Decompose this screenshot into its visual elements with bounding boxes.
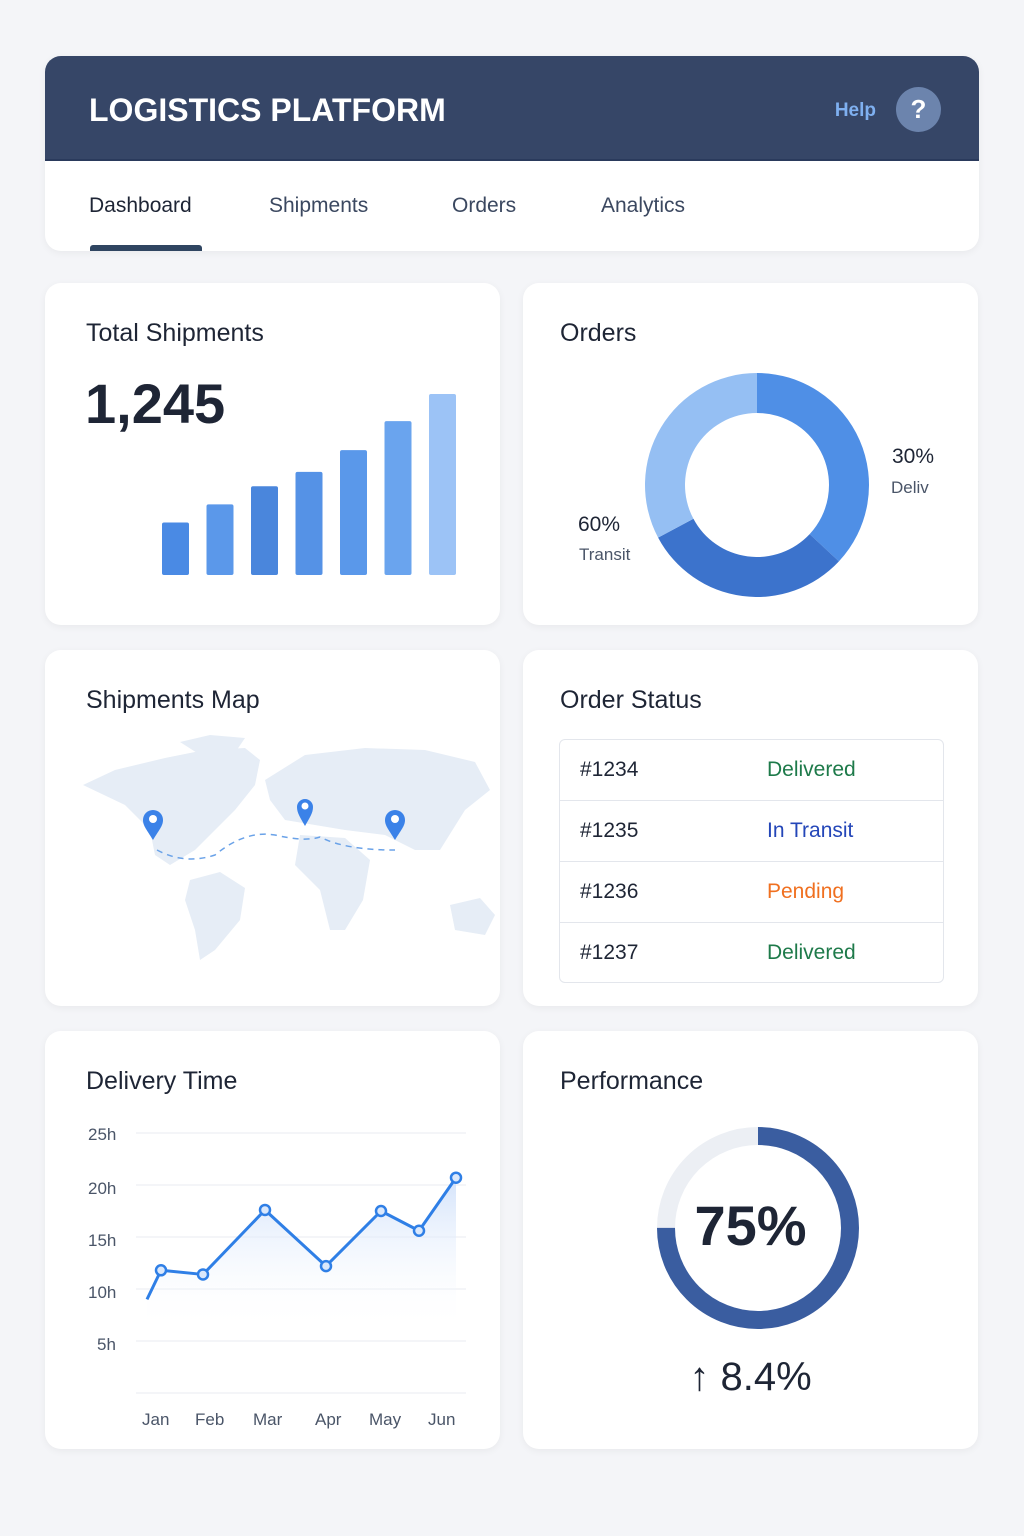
tab-dashboard[interactable]: Dashboard — [89, 194, 192, 217]
data-point — [196, 1268, 210, 1281]
north-america — [83, 748, 260, 865]
help-link[interactable]: Help — [834, 100, 876, 121]
x-tick: Mar — [253, 1410, 283, 1429]
change-value: 8.4% — [720, 1355, 812, 1399]
table-row[interactable]: #1236 Pending — [560, 862, 943, 923]
gauge-progress — [657, 1127, 859, 1329]
south-america — [185, 872, 245, 960]
order-status: Pending — [767, 880, 845, 903]
donut-slice — [644, 373, 757, 538]
pin-europe-icon[interactable] — [297, 799, 313, 826]
card-title: Total Shipments — [86, 319, 264, 347]
transit-percent: 60% — [578, 513, 621, 536]
data-point — [258, 1203, 272, 1217]
pin-asia-icon[interactable] — [385, 810, 405, 840]
order-status: Delivered — [767, 758, 856, 781]
shipments-bar-chart — [162, 394, 456, 575]
deliv-label: Deliv — [891, 478, 929, 497]
order-id: #1234 — [580, 758, 639, 781]
performance-value: 75% — [694, 1194, 807, 1257]
order-id: #1237 — [580, 941, 639, 964]
table-row[interactable]: #1237 Delivered — [560, 923, 943, 984]
order-status-table: #1234 Delivered #1235 In Transit #1236 Pend… — [559, 739, 944, 983]
order-status: In Transit — [767, 819, 854, 842]
tab-shipments[interactable]: Shipments — [269, 194, 369, 217]
continents — [83, 735, 495, 960]
table-row[interactable]: #1235 In Transit — [560, 801, 943, 862]
card-title: Orders — [560, 319, 637, 347]
bar — [295, 471, 323, 575]
data-point — [412, 1224, 426, 1238]
order-status-card: Order Status #1234 Delivered #1235 In Tran… — [523, 650, 978, 1006]
data-point — [374, 1204, 388, 1218]
card-title: Order Status — [560, 686, 702, 714]
order-id: #1236 — [580, 880, 639, 903]
series-line — [145, 1176, 458, 1301]
bar — [251, 486, 278, 575]
delivery-time-line-chart — [136, 1132, 466, 1394]
bar — [429, 394, 456, 575]
y-tick: 5h — [97, 1335, 116, 1354]
performance-change: ↑ 8.4% — [523, 1355, 978, 1400]
table-row[interactable]: #1234 Delivered — [560, 740, 943, 801]
help-icon[interactable]: ? — [896, 87, 941, 132]
tab-analytics[interactable]: Analytics — [601, 194, 686, 217]
x-tick: Jan — [142, 1410, 170, 1429]
pin-north-america-icon[interactable] — [143, 810, 163, 840]
active-tab-indicator — [90, 245, 202, 251]
africa — [295, 835, 370, 930]
app-header: LOGISTICS PLATFORM Help ? Dashboard Ship… — [45, 56, 979, 251]
orders-card: Orders 30% Deliv 60% Transit — [523, 283, 978, 625]
deliv-percent: 30% — [892, 445, 935, 468]
top-bar: LOGISTICS PLATFORM Help ? — [45, 56, 979, 161]
order-status: Delivered — [767, 941, 856, 964]
arrow-up-icon: ↑ — [689, 1355, 710, 1399]
donut-slice — [757, 373, 869, 562]
data-point — [449, 1171, 463, 1184]
performance-card: Performance 75% ↑ 8.4% — [523, 1031, 978, 1449]
y-tick: 10h — [88, 1283, 117, 1302]
y-tick: 25h — [88, 1125, 117, 1144]
donut-slice — [658, 518, 839, 597]
x-tick: Apr — [315, 1410, 342, 1429]
total-shipments-card: Total Shipments 1,245 — [45, 283, 500, 625]
data-point — [319, 1259, 333, 1273]
x-tick: Jun — [428, 1410, 456, 1429]
route-line — [156, 833, 396, 860]
x-tick: May — [369, 1410, 402, 1429]
performance-gauge — [657, 1127, 859, 1329]
order-id: #1235 — [580, 819, 639, 842]
transit-label: Transit — [579, 545, 631, 564]
world-map[interactable] — [45, 650, 500, 1006]
bar — [206, 504, 234, 575]
bar — [340, 450, 367, 575]
shipments-map-card: Shipments Map — [45, 650, 500, 1006]
bar — [384, 421, 412, 575]
card-title: Shipments Map — [86, 686, 260, 714]
x-tick: Feb — [195, 1410, 225, 1429]
card-title: Performance — [560, 1067, 704, 1095]
tab-orders[interactable]: Orders — [452, 194, 517, 217]
y-tick: 15h — [88, 1231, 117, 1250]
card-title: Delivery Time — [86, 1067, 238, 1095]
area-fill — [147, 1177, 456, 1331]
y-tick: 20h — [88, 1179, 117, 1198]
orders-donut-chart — [644, 373, 869, 597]
greenland — [180, 735, 245, 760]
app-title: LOGISTICS PLATFORM — [89, 92, 446, 128]
eurasia — [265, 748, 490, 850]
australia — [450, 898, 495, 935]
bar — [162, 522, 189, 575]
pins — [143, 799, 405, 840]
total-shipments-value: 1,245 — [85, 372, 226, 435]
data-point — [154, 1264, 168, 1277]
delivery-time-card: Delivery Time 25h 20h 15h 10h 5h Jan Feb… — [45, 1031, 500, 1449]
